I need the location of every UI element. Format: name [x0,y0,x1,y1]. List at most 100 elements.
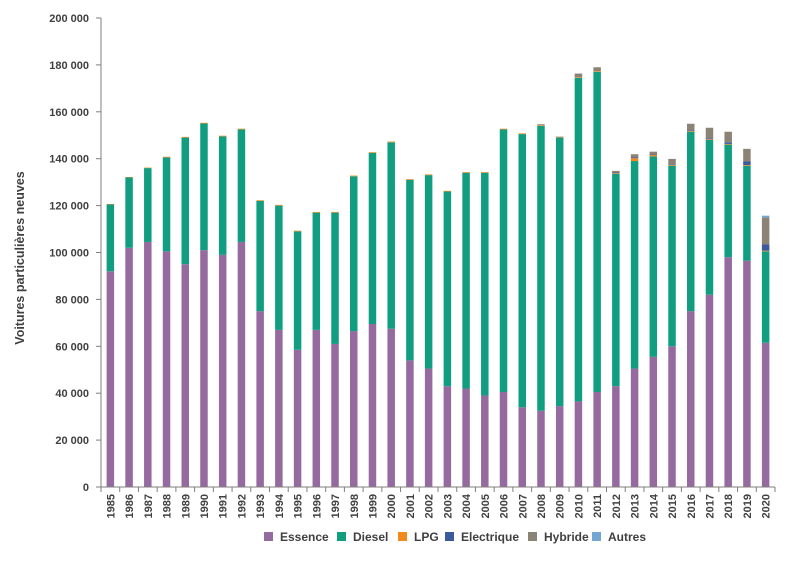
x-tick-label: 1991 [218,494,230,518]
bar-segment [218,254,227,487]
x-tick-label: 2005 [480,494,492,518]
x-tick-label: 2018 [723,494,735,518]
bar-segment [368,152,377,325]
x-axis: 1985 1986 1987 1988 1989 1990 1991 1992 1993 1994… [100,486,776,518]
bar-segment [200,123,208,251]
bar-segment [331,343,339,487]
bar-segment [649,156,658,357]
x-tick-label: 2019 [742,494,754,518]
y-tick-label: 120 000 [49,201,89,213]
bar-segment [275,329,283,487]
bar-segment [293,349,302,487]
x-tick-label: 2002 [424,494,436,518]
bar-segment [649,154,658,157]
bar-segment [499,128,508,130]
bar-segment [555,136,564,138]
bar-segment [574,73,583,78]
x-tick-label: 2008 [536,494,548,518]
bars [106,67,770,487]
bar-segment [555,136,564,138]
x-tick-label: 1989 [180,494,192,518]
x-tick-label: 2009 [555,494,567,518]
bar-segment [218,136,227,255]
x-tick-label: 1994 [274,493,286,518]
x-tick-label: 1990 [199,494,211,518]
bar-segment [125,247,133,487]
bar-segment [312,211,321,213]
bar-segment [705,139,714,140]
bar-segment [162,156,171,158]
bar-segment [593,392,601,487]
bar-segment [593,71,601,393]
bar-segment [612,386,620,487]
legend-swatch [445,532,454,541]
x-tick-label: 2001 [405,494,417,518]
bar-segment [668,346,676,487]
legend-label: Electrique [461,530,519,544]
bar-segment [443,191,452,387]
x-tick-label: 2020 [761,494,773,518]
bar-segment [537,125,545,126]
bar-segment [761,251,770,343]
bar-segment [331,211,339,213]
bar-segment [499,392,508,487]
bar-segment [406,179,414,361]
bar-segment [125,176,133,178]
bar-segment [687,131,695,312]
x-tick-label: 1997 [330,494,342,518]
x-tick-label: 1996 [311,494,323,518]
bar-segment [181,137,189,265]
bar-segment [593,67,601,72]
bar-segment [481,172,489,396]
y-tick-label: 100 000 [49,248,89,260]
bar-segment [743,161,751,166]
bar-segment [630,368,639,487]
bar-segment [761,217,770,245]
bar-segment [387,328,395,487]
bar-segment [256,200,264,201]
y-tick-label: 20 000 [55,435,89,447]
bar-segment [724,131,732,143]
bar-segment [761,250,770,252]
x-tick-label: 1986 [124,494,136,518]
bar-segment [537,125,545,411]
x-tick-label: 1987 [143,494,155,518]
bar-segment [630,157,639,159]
bar-segment [331,212,339,344]
bar-segment [630,158,639,162]
bar-segment [555,137,564,407]
bar-segment [705,138,714,140]
bar-segment [275,204,283,206]
bar-segment [761,244,770,251]
x-tick-label: 2004 [461,493,473,518]
legend: Essence Diesel LPG Electrique Hybride Autres [264,530,646,544]
bar-segment [237,128,246,130]
bar-segment [687,130,695,132]
bar-segment [761,215,770,218]
y-tick-label: 200 000 [49,13,89,25]
y-tick-label: 0 [83,482,89,494]
bar-segment [312,212,321,330]
bar-segment [424,174,433,176]
bar-segment [743,260,751,487]
bar-segment [144,241,152,487]
bar-segment [368,152,377,153]
bar-segment [181,136,189,138]
bar-segment [574,77,583,402]
bar-segment [237,129,246,242]
y-tick-label: 80 000 [55,294,89,306]
bar-segment [687,123,695,131]
bar-segment [106,203,115,205]
x-tick-label: 1995 [293,494,305,518]
bar-segment [687,311,695,487]
bar-segment [705,139,714,295]
y-tick-label: 160 000 [49,107,89,119]
legend-label: Hybride [544,530,589,544]
bar-segment [200,250,208,487]
bar-segment [761,342,770,487]
bar-segment [256,200,264,312]
bar-segment [144,168,152,242]
x-tick-label: 1985 [105,494,117,518]
bar-segment [162,251,171,487]
